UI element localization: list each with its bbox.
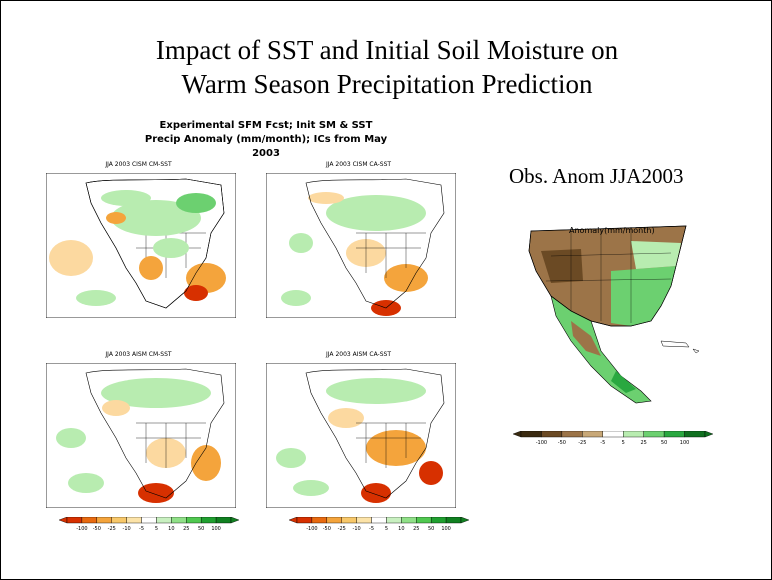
colorbar-swatch (684, 431, 706, 438)
colorbar-label: 100 (211, 526, 221, 531)
colorbar-swatch (126, 517, 142, 524)
colorbar-swatch (541, 431, 563, 438)
colorbar-arrow-right (230, 517, 239, 524)
colorbar-swatch (111, 517, 127, 524)
colorbar-label: -5 (139, 526, 144, 531)
colorbar-swatch (416, 517, 432, 524)
panel-cism-cm-sst: JJA 2003 CISM CM-SST (36, 161, 241, 326)
colorbar-swatch (445, 517, 462, 524)
colorbar-arrow-left (513, 431, 522, 438)
colorbar-arrow-left (289, 517, 298, 524)
colorbar-swatch (643, 431, 665, 438)
colorbar-swatch (156, 517, 172, 524)
colorbar-swatch (602, 431, 624, 438)
colorbar-label: 5 (155, 526, 158, 531)
colorbar-swatch (81, 517, 98, 524)
colorbar-label: -50 (558, 440, 566, 446)
panel-aism-ca-sst: JJA 2003 AISM CA-SST (256, 351, 461, 516)
colorbar-label: 10 (398, 526, 404, 531)
colorbar-swatch (186, 517, 202, 524)
precip-anomaly-map (46, 173, 236, 318)
precip-anomaly-map (266, 173, 456, 318)
model-colorbar-right: -100 -50 -25 -10 -5 5 10 25 50 100 (289, 517, 469, 531)
panel-title: JJA 2003 CISM CA-SST (325, 161, 392, 168)
colorbar-swatch (200, 517, 217, 524)
slide-title: Impact of SST and Initial Soil Moisture … (1, 33, 772, 101)
colorbar-label: -25 (338, 526, 346, 531)
colorbar-label: -50 (93, 526, 101, 531)
colorbar-label: -100 (76, 526, 87, 531)
forecast-subtitle: Experimental SFM Fcst; Init SM & SST Pre… (136, 119, 396, 161)
colorbar-label: 100 (680, 440, 690, 446)
colorbar-swatch (215, 517, 232, 524)
title-line-2: Warm Season Precipitation Prediction (181, 69, 593, 99)
colorbar-swatch (96, 517, 112, 524)
colorbar-label: 5 (385, 526, 388, 531)
colorbar-arrow-right (704, 431, 713, 438)
colorbar-swatch (356, 517, 372, 524)
colorbar-label: 5 (622, 440, 625, 446)
colorbar-swatch (386, 517, 402, 524)
colorbar-swatch (371, 517, 387, 524)
colorbar-swatch (582, 431, 603, 438)
colorbar-label: -25 (108, 526, 116, 531)
panel-title: JJA 2003 AISM CA-SST (326, 351, 391, 358)
colorbar-label: -5 (600, 440, 605, 446)
precip-anomaly-map (46, 363, 236, 508)
colorbar-label: 100 (441, 526, 451, 531)
colorbar-arrow-left (59, 517, 68, 524)
colorbar-label: 50 (428, 526, 434, 531)
subtitle-line-2: Precip Anomaly (mm/month); ICs from May … (144, 134, 388, 159)
colorbar-label: 25 (183, 526, 189, 531)
colorbar-swatch (311, 517, 328, 524)
obs-colorbar: -100 -50 -25 -5 5 25 50 100 (513, 431, 713, 446)
obs-title: Obs. Anom JJA2003 (509, 164, 684, 188)
colorbar-swatch (561, 431, 583, 438)
panel-cism-ca-sst: JJA 2003 CISM CA-SST (256, 161, 461, 326)
colorbar-label: 50 (661, 440, 667, 446)
panel-title: JJA 2003 CISM CM-SST (105, 161, 172, 168)
colorbar-label: -10 (123, 526, 131, 531)
colorbar-swatch (326, 517, 342, 524)
colorbar-label: -100 (306, 526, 317, 531)
colorbar-swatch (341, 517, 357, 524)
colorbar-label: 25 (413, 526, 419, 531)
title-line-1: Impact of SST and Initial Soil Moisture … (155, 35, 619, 65)
colorbar-arrow-right (460, 517, 469, 524)
colorbar-swatch (430, 517, 447, 524)
model-colorbar-left: -100 -50 -25 -10 -5 5 10 25 50 100 (59, 517, 239, 531)
colorbar-label: -50 (323, 526, 331, 531)
colorbar-swatch (171, 517, 187, 524)
colorbar-swatch (623, 431, 644, 438)
colorbar-label: 50 (198, 526, 204, 531)
colorbar-label: -10 (353, 526, 361, 531)
colorbar-label: 10 (168, 526, 174, 531)
colorbar-swatch (401, 517, 417, 524)
panel-aism-cm-sst: JJA 2003 AISM CM-SST (36, 351, 241, 516)
colorbar-label: -100 (536, 440, 547, 446)
obs-map-label: Anomaly(mm/month) (569, 226, 655, 235)
colorbar-swatch (66, 517, 83, 524)
colorbar-swatch (141, 517, 157, 524)
colorbar-swatch (296, 517, 313, 524)
precip-anomaly-map (266, 363, 456, 508)
panel-title: JJA 2003 AISM CM-SST (105, 351, 172, 358)
colorbar-label: -25 (578, 440, 586, 446)
colorbar-swatch (663, 431, 685, 438)
observed-anomaly-map: Anomaly(mm/month) (528, 225, 700, 404)
colorbar-label: 25 (640, 440, 646, 446)
subtitle-line-1: Experimental SFM Fcst; Init SM & SST (159, 120, 373, 131)
colorbar-label: -5 (369, 526, 374, 531)
colorbar-swatch (520, 431, 542, 438)
